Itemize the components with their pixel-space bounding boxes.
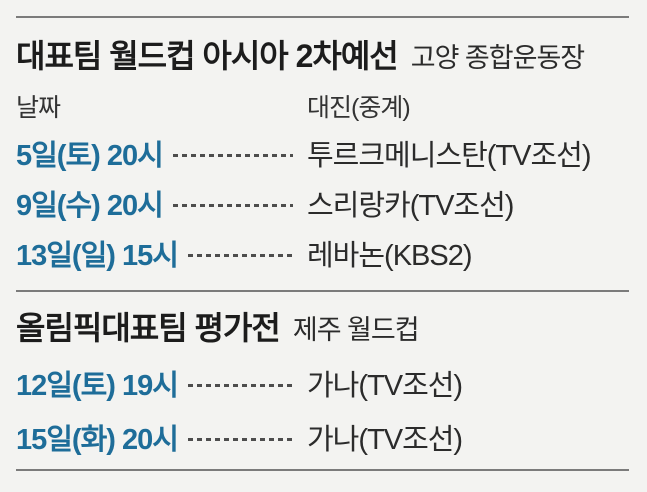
schedule-row: 9일(수) 20시 스리랑카(TV조선)	[16, 180, 629, 226]
dotted-leader	[172, 203, 293, 207]
date-cell: 5일(토) 20시	[16, 132, 307, 174]
date-cell: 9일(수) 20시	[16, 182, 307, 224]
column-header-date: 날짜	[16, 94, 61, 122]
column-header-match: 대진(중계)	[307, 94, 411, 122]
schedule-row: 12일(토) 19시 가나(TV조선)	[16, 360, 629, 406]
section2-title: 올림픽대표팀 평가전	[16, 310, 281, 346]
match-date: 15일(화) 20시	[16, 424, 179, 456]
dotted-leader	[187, 253, 293, 257]
section2-header: 올림픽대표팀 평가전 제주 월드컵	[16, 303, 420, 349]
date-cell: 13일(일) 15시	[16, 232, 307, 274]
schedule-row: 15일(화) 20시 가나(TV조선)	[16, 414, 629, 460]
match-date: 12일(토) 19시	[16, 370, 179, 402]
section1-title: 대표팀 월드컵 아시아 2차예선	[16, 38, 399, 74]
dotted-leader	[172, 153, 293, 157]
date-cell: 12일(토) 19시	[16, 362, 307, 404]
date-cell: 15일(화) 20시	[16, 416, 307, 458]
bottom-rule	[16, 469, 629, 471]
match-opponent: 가나(TV조선)	[307, 370, 463, 402]
dotted-leader	[187, 383, 293, 387]
dotted-leader	[187, 437, 293, 441]
match-opponent: 스리랑카(TV조선)	[307, 190, 514, 222]
match-opponent: 가나(TV조선)	[307, 424, 463, 456]
section1-header: 대표팀 월드컵 아시아 2차예선 고양 종합운동장	[16, 31, 585, 77]
match-opponent: 레바논(KBS2)	[307, 240, 473, 272]
match-opponent: 투르크메니스탄(TV조선)	[307, 140, 591, 172]
section2-venue: 제주 월드컵	[292, 315, 420, 345]
section-divider-rule	[16, 290, 629, 292]
match-date: 13일(일) 15시	[16, 240, 179, 272]
schedule-row: 5일(토) 20시 투르크메니스탄(TV조선)	[16, 130, 629, 176]
column-headers: 날짜 대진(중계)	[16, 88, 629, 124]
section1-venue: 고양 종합운동장	[410, 43, 585, 73]
top-rule	[16, 16, 629, 18]
match-date: 9일(수) 20시	[16, 190, 164, 222]
match-date: 5일(토) 20시	[16, 140, 164, 172]
schedule-row: 13일(일) 15시 레바논(KBS2)	[16, 230, 629, 276]
